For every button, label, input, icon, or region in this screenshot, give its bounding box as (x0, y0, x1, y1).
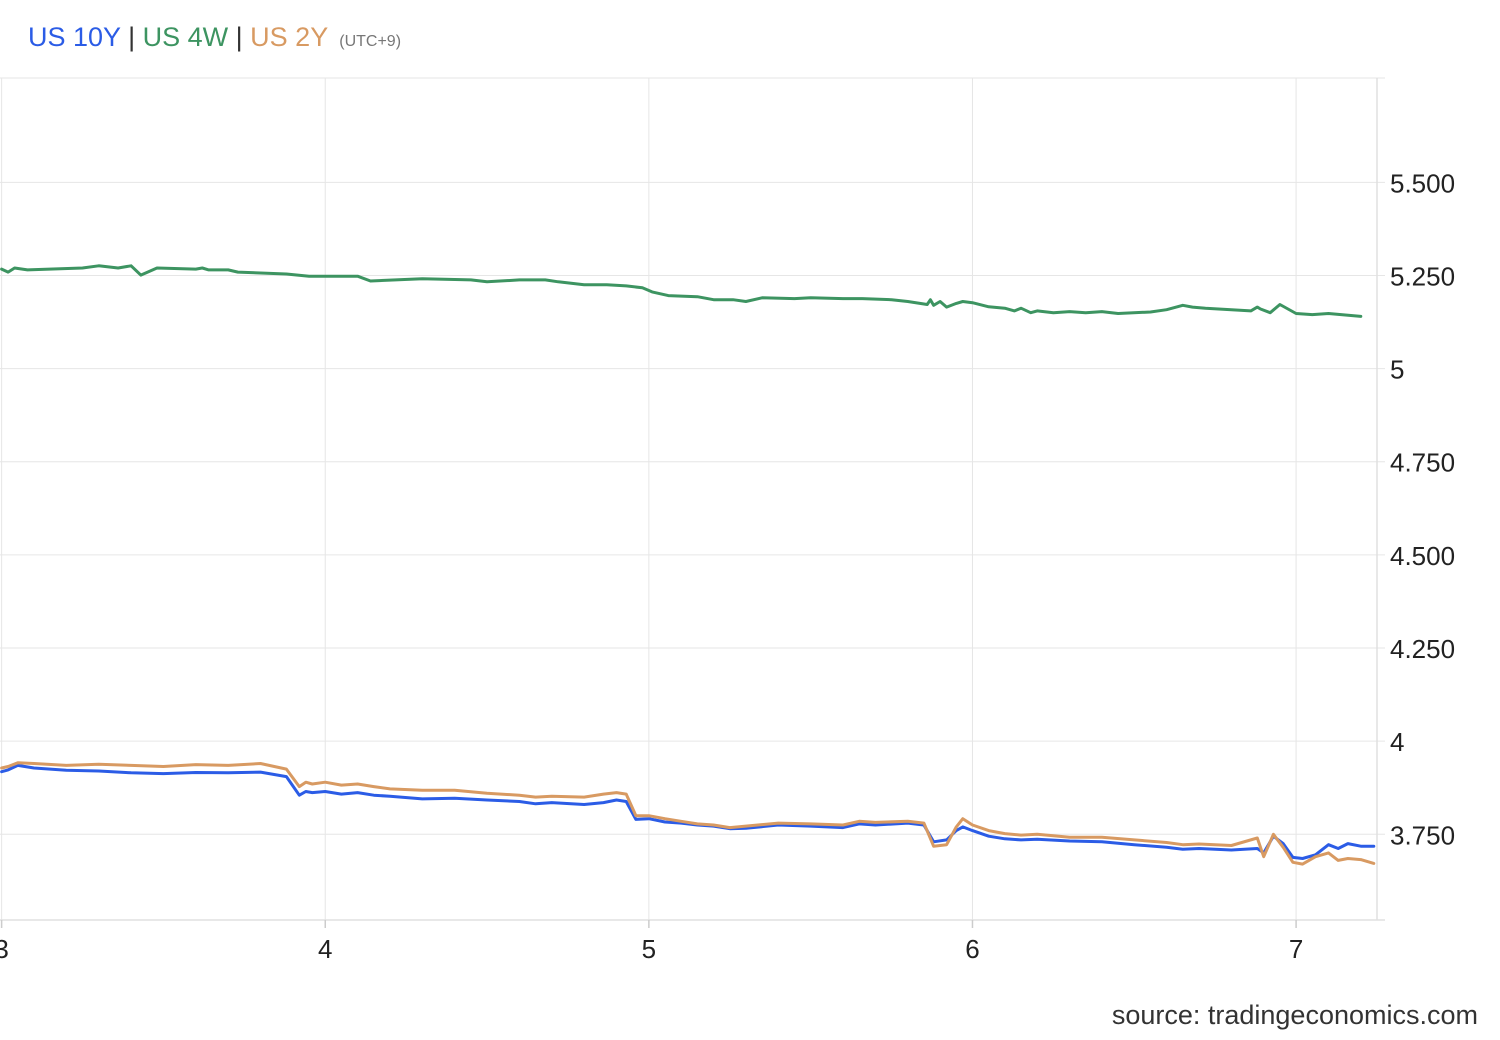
y-tick-label: 5.250 (1390, 261, 1455, 291)
series-line-us-10y (0, 763, 1376, 860)
y-tick-label: 4.250 (1390, 634, 1455, 664)
x-tick-label: 6 (965, 934, 979, 964)
y-tick-label: 5 (1390, 355, 1404, 385)
y-tick-label: 5.500 (1390, 168, 1455, 198)
legend-us10y[interactable]: US 10Y (28, 22, 121, 52)
series-line-us-2y (0, 761, 1376, 866)
x-tick-label: 7 (1289, 934, 1303, 964)
x-tick-label: 5 (642, 934, 656, 964)
legend-separator: | (128, 22, 136, 52)
y-tick-label: 4.750 (1390, 448, 1455, 478)
legend-separator: | (235, 22, 243, 52)
source-credit: source: tradingeconomics.com (1111, 1000, 1478, 1030)
y-tick-label: 3.750 (1390, 820, 1455, 850)
chart-series (0, 264, 1376, 866)
chart-legend: US 10Y | US 4W | US 2Y (UTC+9) (28, 22, 401, 53)
legend-us4w[interactable]: US 4W (142, 22, 229, 52)
x-tick-label: 4 (318, 934, 332, 964)
legend-us2y[interactable]: US 2Y (250, 22, 328, 52)
y-tick-label: 4 (1390, 727, 1404, 757)
legend-timezone: (UTC+9) (339, 33, 402, 50)
chart-axes: 3.750 4 4.250 4.500 4.750 5 5.250 5.500 3 4 5 6 7 (0, 78, 1455, 964)
y-tick-label: 4.500 (1390, 541, 1455, 571)
chart-grid (0, 77, 1385, 920)
x-tick-label: 3 (0, 934, 9, 964)
series-line-us-4w (0, 264, 1363, 318)
